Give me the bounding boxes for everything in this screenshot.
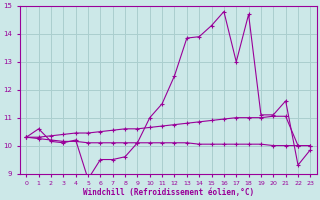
X-axis label: Windchill (Refroidissement éolien,°C): Windchill (Refroidissement éolien,°C) [83,188,254,197]
